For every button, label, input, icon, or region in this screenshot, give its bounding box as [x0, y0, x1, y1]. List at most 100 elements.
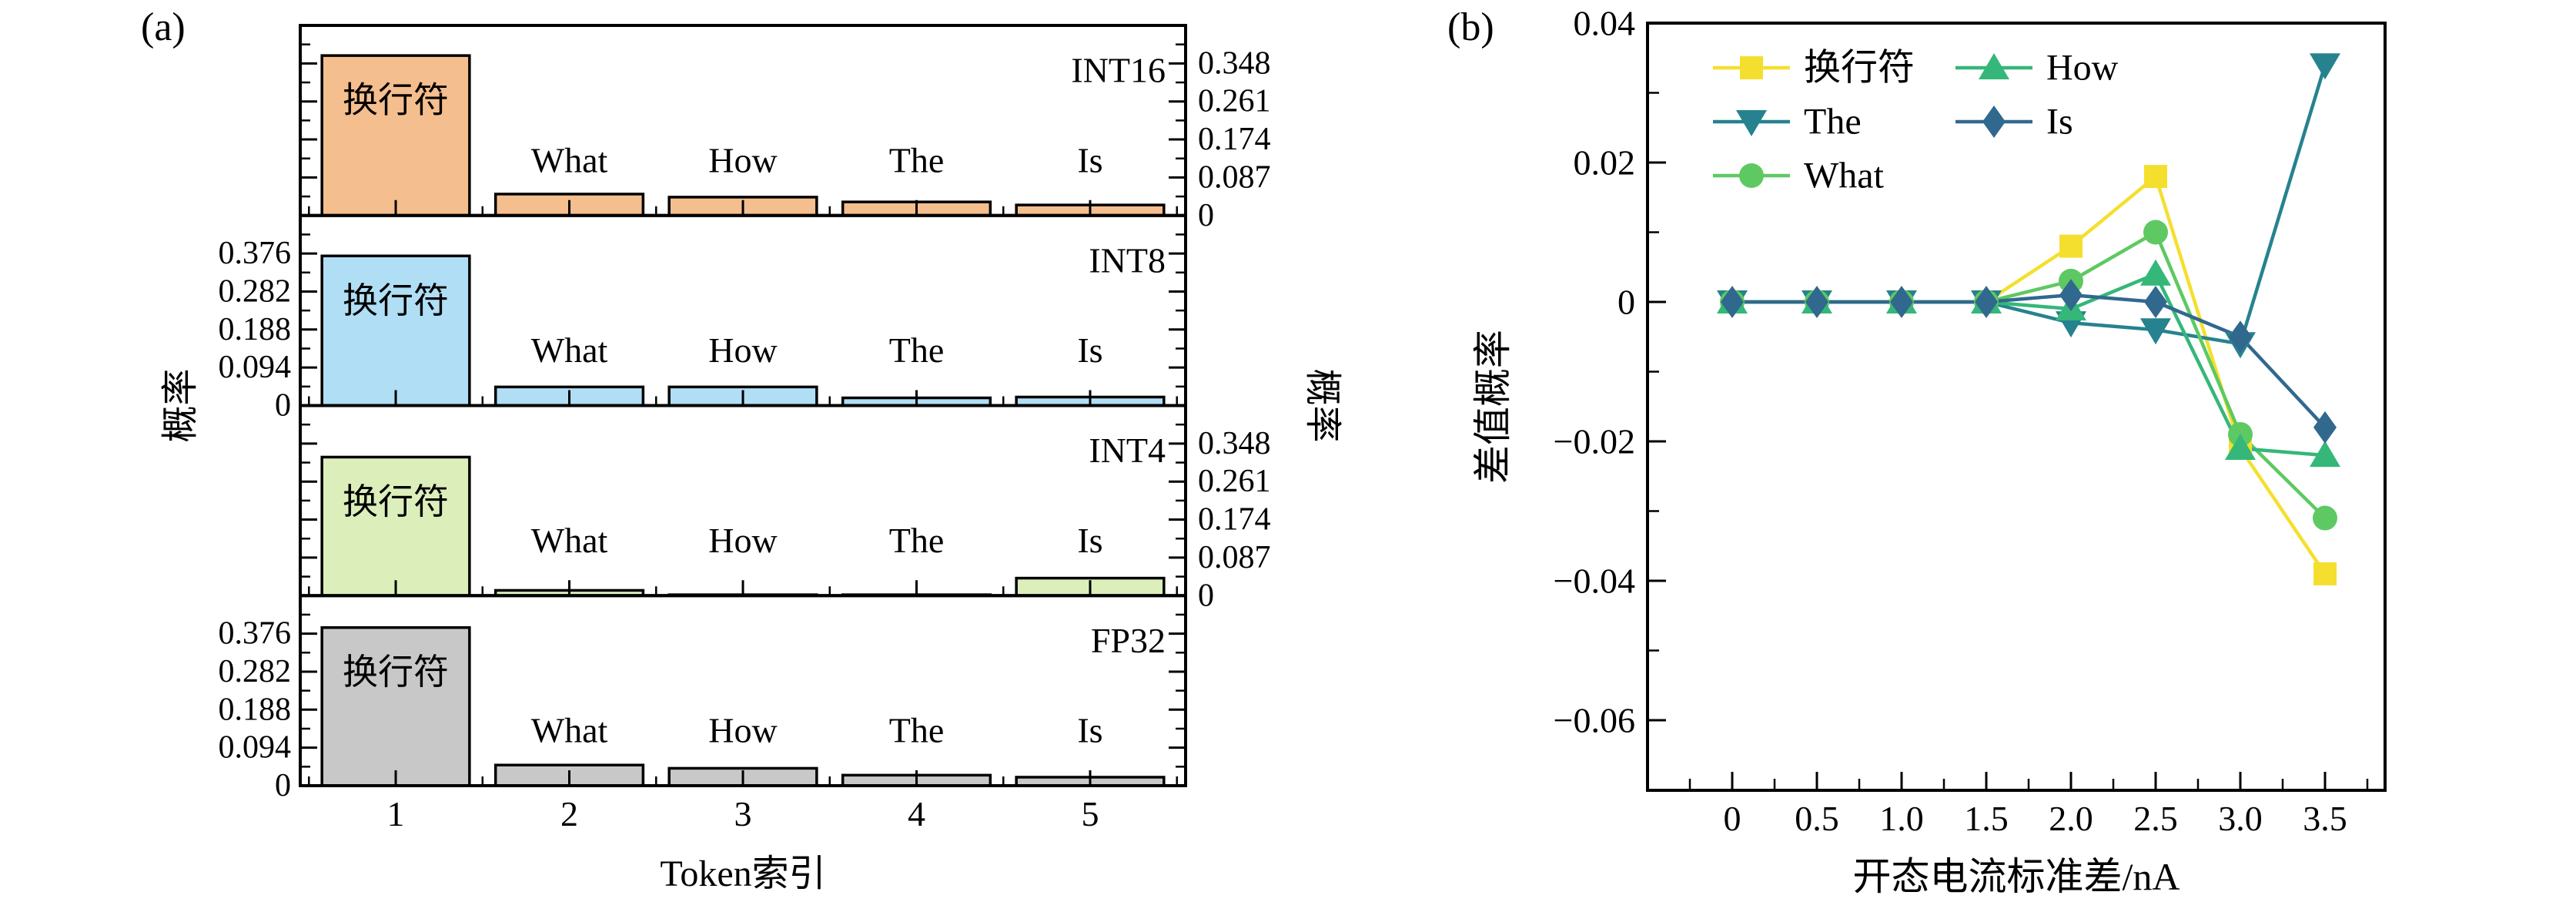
bar-INT4-换行符: [320, 455, 471, 598]
ytick-label-INT16: 0.261: [1198, 84, 1271, 119]
ytick-label-INT16: 0.174: [1198, 122, 1271, 157]
token-label: What: [531, 330, 608, 370]
legend-marker-How: [1979, 53, 2009, 79]
frame-b: [1646, 22, 2387, 792]
ytick-label-INT8: 0.376: [219, 236, 292, 271]
token-label: What: [531, 521, 608, 560]
marker-How-5: [2140, 259, 2171, 286]
marker-换行符-5: [2144, 165, 2167, 189]
panel-b: 0.04 0.02 0 −0.02 −0.04 −0.06 0 0.5 1.0 1.5 2.0 2.5…: [1471, 4, 2387, 898]
xtick-label: 5: [1081, 794, 1099, 833]
ytick-label-INT8: 0.188: [219, 312, 292, 347]
legend-label-Is: Is: [2046, 102, 2073, 143]
token-label: What: [531, 711, 608, 750]
token-label: 换行符: [343, 281, 449, 320]
ytick-label-INT8: 0: [275, 388, 291, 424]
marker-换行符-7: [2313, 562, 2337, 585]
quant-label: INT8: [1089, 240, 1166, 280]
y-axis-title-left: 概率: [160, 368, 201, 442]
token-label: The: [889, 521, 945, 560]
marker-The-7: [2310, 53, 2340, 80]
token-label: Is: [1077, 711, 1102, 750]
xtick-label: 1.5: [1964, 799, 2009, 838]
ytick-label-INT16: 0.348: [1198, 45, 1271, 81]
ytick-label-FP32: 0.376: [219, 616, 292, 652]
ytick-label-FP32: 0.188: [219, 692, 292, 727]
quant-label: INT4: [1089, 431, 1166, 470]
marker-Is-0: [1721, 286, 1744, 318]
token-label: The: [889, 330, 945, 370]
token-label: The: [889, 140, 945, 179]
marker-What-5: [2143, 220, 2168, 245]
ytick-label: 0.04: [1574, 4, 1636, 43]
token-label: 换行符: [343, 482, 449, 521]
line-换行符: [1732, 173, 2327, 575]
token-label: The: [889, 711, 945, 750]
marker-How-7: [2310, 441, 2340, 468]
ytick-label: −0.06: [1554, 701, 1635, 740]
marker-The-5: [2140, 318, 2171, 345]
marker-What-7: [2313, 505, 2337, 531]
legend-label-The: The: [1804, 102, 1862, 143]
token-label: Is: [1077, 330, 1102, 370]
ytick-label: 0.02: [1574, 143, 1636, 183]
xtick-label: 1: [387, 794, 405, 833]
x-axis-title: Token索引: [660, 853, 825, 894]
y-axis-title-right: 概率: [1302, 368, 1343, 442]
ytick-label-INT16: 0.087: [1198, 159, 1271, 195]
xtick-label: 3: [734, 794, 752, 833]
quant-label: FP32: [1091, 621, 1166, 660]
legend-label-What: What: [1804, 156, 1885, 196]
token-label: Is: [1077, 521, 1102, 560]
ytick-label-INT8: 0.094: [219, 350, 292, 385]
legend-item-Is: Is: [1955, 102, 2073, 143]
panel-a-label: (a): [141, 5, 186, 49]
marker-Is-5: [2144, 286, 2167, 318]
xtick-label: 1.0: [1879, 799, 1924, 838]
token-label: How: [708, 711, 778, 750]
ytick-label-INT4: 0.087: [1198, 540, 1271, 575]
xtick-label: 2.0: [2049, 799, 2093, 838]
marker-How-6: [2225, 434, 2256, 461]
y-axis-title: 差值概率: [1471, 330, 1514, 484]
ytick-label-INT4: 0.261: [1198, 464, 1271, 499]
ytick-label-FP32: 0: [275, 768, 291, 803]
legend-marker-换行符: [1740, 56, 1763, 79]
token-label: 换行符: [343, 81, 449, 120]
xtick-label: 4: [908, 794, 925, 833]
marker-换行符-4: [2059, 234, 2083, 258]
xtick-label: 3.5: [2303, 799, 2347, 838]
ytick-label: 0: [1618, 283, 1635, 322]
legend-item-换行符: 换行符: [1713, 48, 1915, 89]
bar-FP32-换行符: [320, 625, 471, 787]
xtick-label: 0: [1724, 799, 1741, 838]
legend-marker-Is: [1982, 106, 2006, 138]
ytick-label: −0.04: [1554, 562, 1635, 601]
marker-Is-1: [1805, 286, 1828, 318]
ytick-label-INT4: 0.174: [1198, 502, 1271, 538]
quant-label: INT16: [1071, 51, 1166, 90]
token-label: How: [708, 140, 778, 179]
xtick-label: 0.5: [1795, 799, 1839, 838]
line-Is: [1732, 293, 2327, 429]
ytick-label: −0.02: [1554, 422, 1635, 461]
marker-Is-7: [2313, 411, 2337, 444]
ytick-label-INT8: 0.282: [219, 273, 292, 309]
ytick-label-FP32: 0.282: [219, 654, 292, 689]
legend-label-How: How: [2046, 48, 2119, 89]
token-label: How: [708, 330, 778, 370]
ytick-label-INT4: 0.348: [1198, 426, 1271, 461]
ytick-label-INT4: 0: [1198, 578, 1214, 613]
xtick-label: 2: [560, 794, 578, 833]
marker-Is-6: [2229, 320, 2252, 354]
token-label: What: [531, 140, 608, 179]
legend-item-The: The: [1713, 102, 1862, 143]
xtick-label: 2.5: [2133, 799, 2178, 838]
ytick-label-FP32: 0.094: [219, 730, 292, 766]
